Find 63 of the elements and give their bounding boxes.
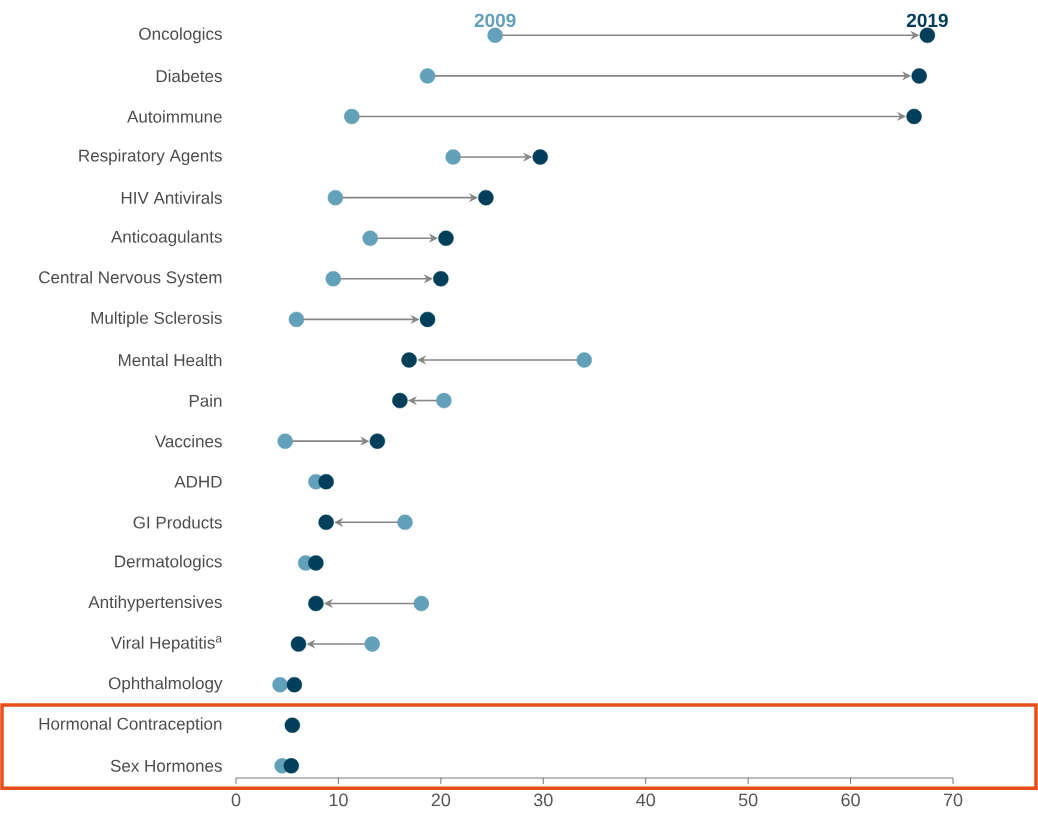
series-label: 2019 <box>906 13 948 28</box>
point <box>344 108 360 125</box>
x-tick-label: 30 <box>533 793 553 807</box>
point <box>290 636 307 652</box>
point <box>325 271 342 287</box>
point <box>911 68 927 84</box>
point <box>576 352 592 368</box>
y-tick-label: Ophthalmology <box>108 676 223 693</box>
x-tick-label: 20 <box>431 793 451 807</box>
x-tick-label: 40 <box>636 793 656 807</box>
point <box>272 676 288 693</box>
point <box>308 555 324 571</box>
y-tick-label: Antihypertensives <box>88 595 222 612</box>
point <box>401 352 417 368</box>
point <box>277 433 293 449</box>
y-tick-label: Oncologics <box>139 27 222 44</box>
y-tick-label: Dermatologics <box>115 554 222 571</box>
point <box>433 271 449 287</box>
point <box>286 676 303 693</box>
point <box>436 392 452 409</box>
y-tick-label: Pain <box>189 394 222 407</box>
y-tick-label: Autoimmune <box>127 110 222 123</box>
x-tick-label: 70 <box>943 793 963 807</box>
point <box>478 189 494 206</box>
y-tick-label: Respiratory Agents <box>79 149 222 165</box>
x-tick-label: 50 <box>738 793 758 807</box>
y-tick-label: Sex Hormones <box>110 759 222 772</box>
y-tick-label: Anticoagulants <box>110 230 222 247</box>
x-tick-label: 10 <box>329 793 348 807</box>
point <box>906 108 922 125</box>
y-tick-label: GI Products <box>133 516 222 529</box>
y-tick-label: Central Nervous System <box>39 270 222 287</box>
y-tick-label: ADHD <box>174 475 222 488</box>
y-tick-label: Vaccines <box>154 434 222 448</box>
point <box>413 595 430 612</box>
point <box>392 392 408 409</box>
y-tick-label: Diabetes <box>156 69 222 83</box>
point <box>919 27 936 43</box>
point <box>364 636 380 652</box>
x-tick-label: 0 <box>231 793 241 807</box>
point <box>288 311 305 328</box>
point <box>397 514 413 531</box>
y-tick-label: Viral Hepatitis$^{a}$ <box>110 635 222 653</box>
point <box>487 27 503 43</box>
point <box>369 433 386 449</box>
point <box>419 311 436 328</box>
point <box>318 514 334 531</box>
point <box>318 474 334 490</box>
y-tick-label: HIV Antivirals <box>121 191 222 204</box>
point <box>284 717 301 733</box>
point <box>362 230 378 246</box>
point <box>327 189 344 206</box>
series-label: 2009 <box>474 13 516 28</box>
point <box>438 230 454 246</box>
point <box>283 758 300 774</box>
y-tick-label: Hormonal Contraception <box>39 717 222 734</box>
point <box>532 149 548 165</box>
point <box>419 68 436 84</box>
y-tick-label: Mental Health <box>118 353 222 367</box>
point <box>445 149 461 165</box>
x-tick-label: 60 <box>841 793 860 807</box>
y-tick-label: Multiple Sclerosis <box>91 311 222 328</box>
point <box>308 595 324 612</box>
